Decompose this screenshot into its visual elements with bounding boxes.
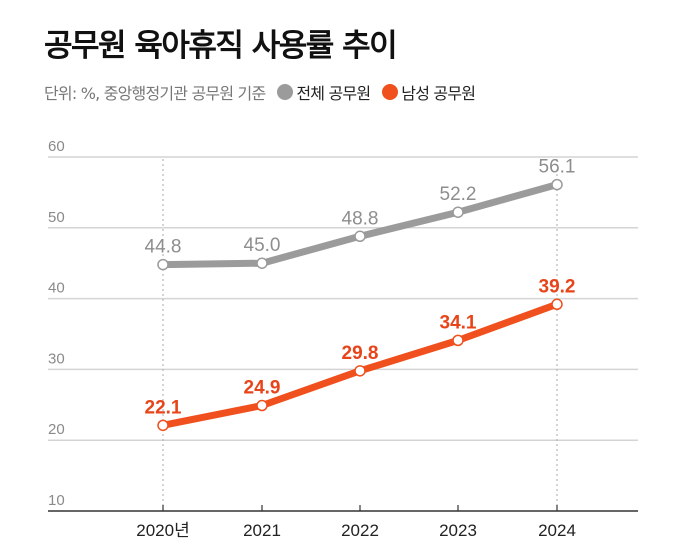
data-label: 29.8 (342, 343, 379, 364)
data-point (256, 399, 268, 412)
x-tick-label: 2023 (439, 521, 477, 540)
data-point (256, 257, 268, 269)
chart-title: 공무원 육아휴직 사용률 추이 (44, 28, 398, 64)
data-label: 39.2 (539, 276, 576, 297)
x-tick-label: 2021 (243, 521, 281, 540)
y-tick-label: 40 (48, 280, 65, 297)
y-tick-label: 60 (48, 138, 65, 155)
y-tick-label: 10 (48, 492, 65, 509)
legend-item-total: 전체 공무원 (277, 80, 371, 104)
x-tick-label: 2022 (341, 521, 379, 540)
data-point (551, 178, 563, 191)
data-label: 56.1 (539, 157, 576, 178)
data-point (157, 419, 169, 432)
legend-item-male: 남성 공무원 (382, 80, 476, 104)
legend-label-total: 전체 공무원 (296, 84, 371, 103)
x-tick-label: 2020년 (136, 521, 189, 540)
data-point (354, 365, 366, 377)
x-tick-label: 2024 (538, 521, 576, 540)
data-label: 48.8 (342, 208, 379, 229)
legend-marker-male (382, 84, 399, 100)
legend-marker-total (277, 84, 294, 100)
data-label: 34.1 (440, 312, 477, 333)
data-label: 22.1 (145, 397, 182, 418)
data-point (452, 334, 464, 347)
y-tick-label: 30 (48, 350, 65, 367)
series-line-1 (159, 300, 561, 429)
chart-subtitle-row: 단위: %, 중앙행정기관 공무원 기준 전체 공무원 남성 공무원 (44, 80, 476, 104)
y-tick-label: 20 (48, 421, 65, 438)
data-label: 45.0 (244, 235, 281, 256)
data-label: 52.2 (440, 184, 477, 205)
data-label: 24.9 (244, 378, 281, 399)
y-tick-label: 50 (48, 209, 65, 226)
data-point (354, 230, 366, 243)
legend-label-male: 남성 공무원 (401, 84, 476, 103)
data-point (157, 258, 169, 271)
data-point (551, 298, 563, 311)
data-point (452, 206, 464, 218)
data-label: 44.8 (145, 237, 182, 258)
chart-subtitle: 단위: %, 중앙행정기관 공무원 기준 (44, 84, 266, 103)
